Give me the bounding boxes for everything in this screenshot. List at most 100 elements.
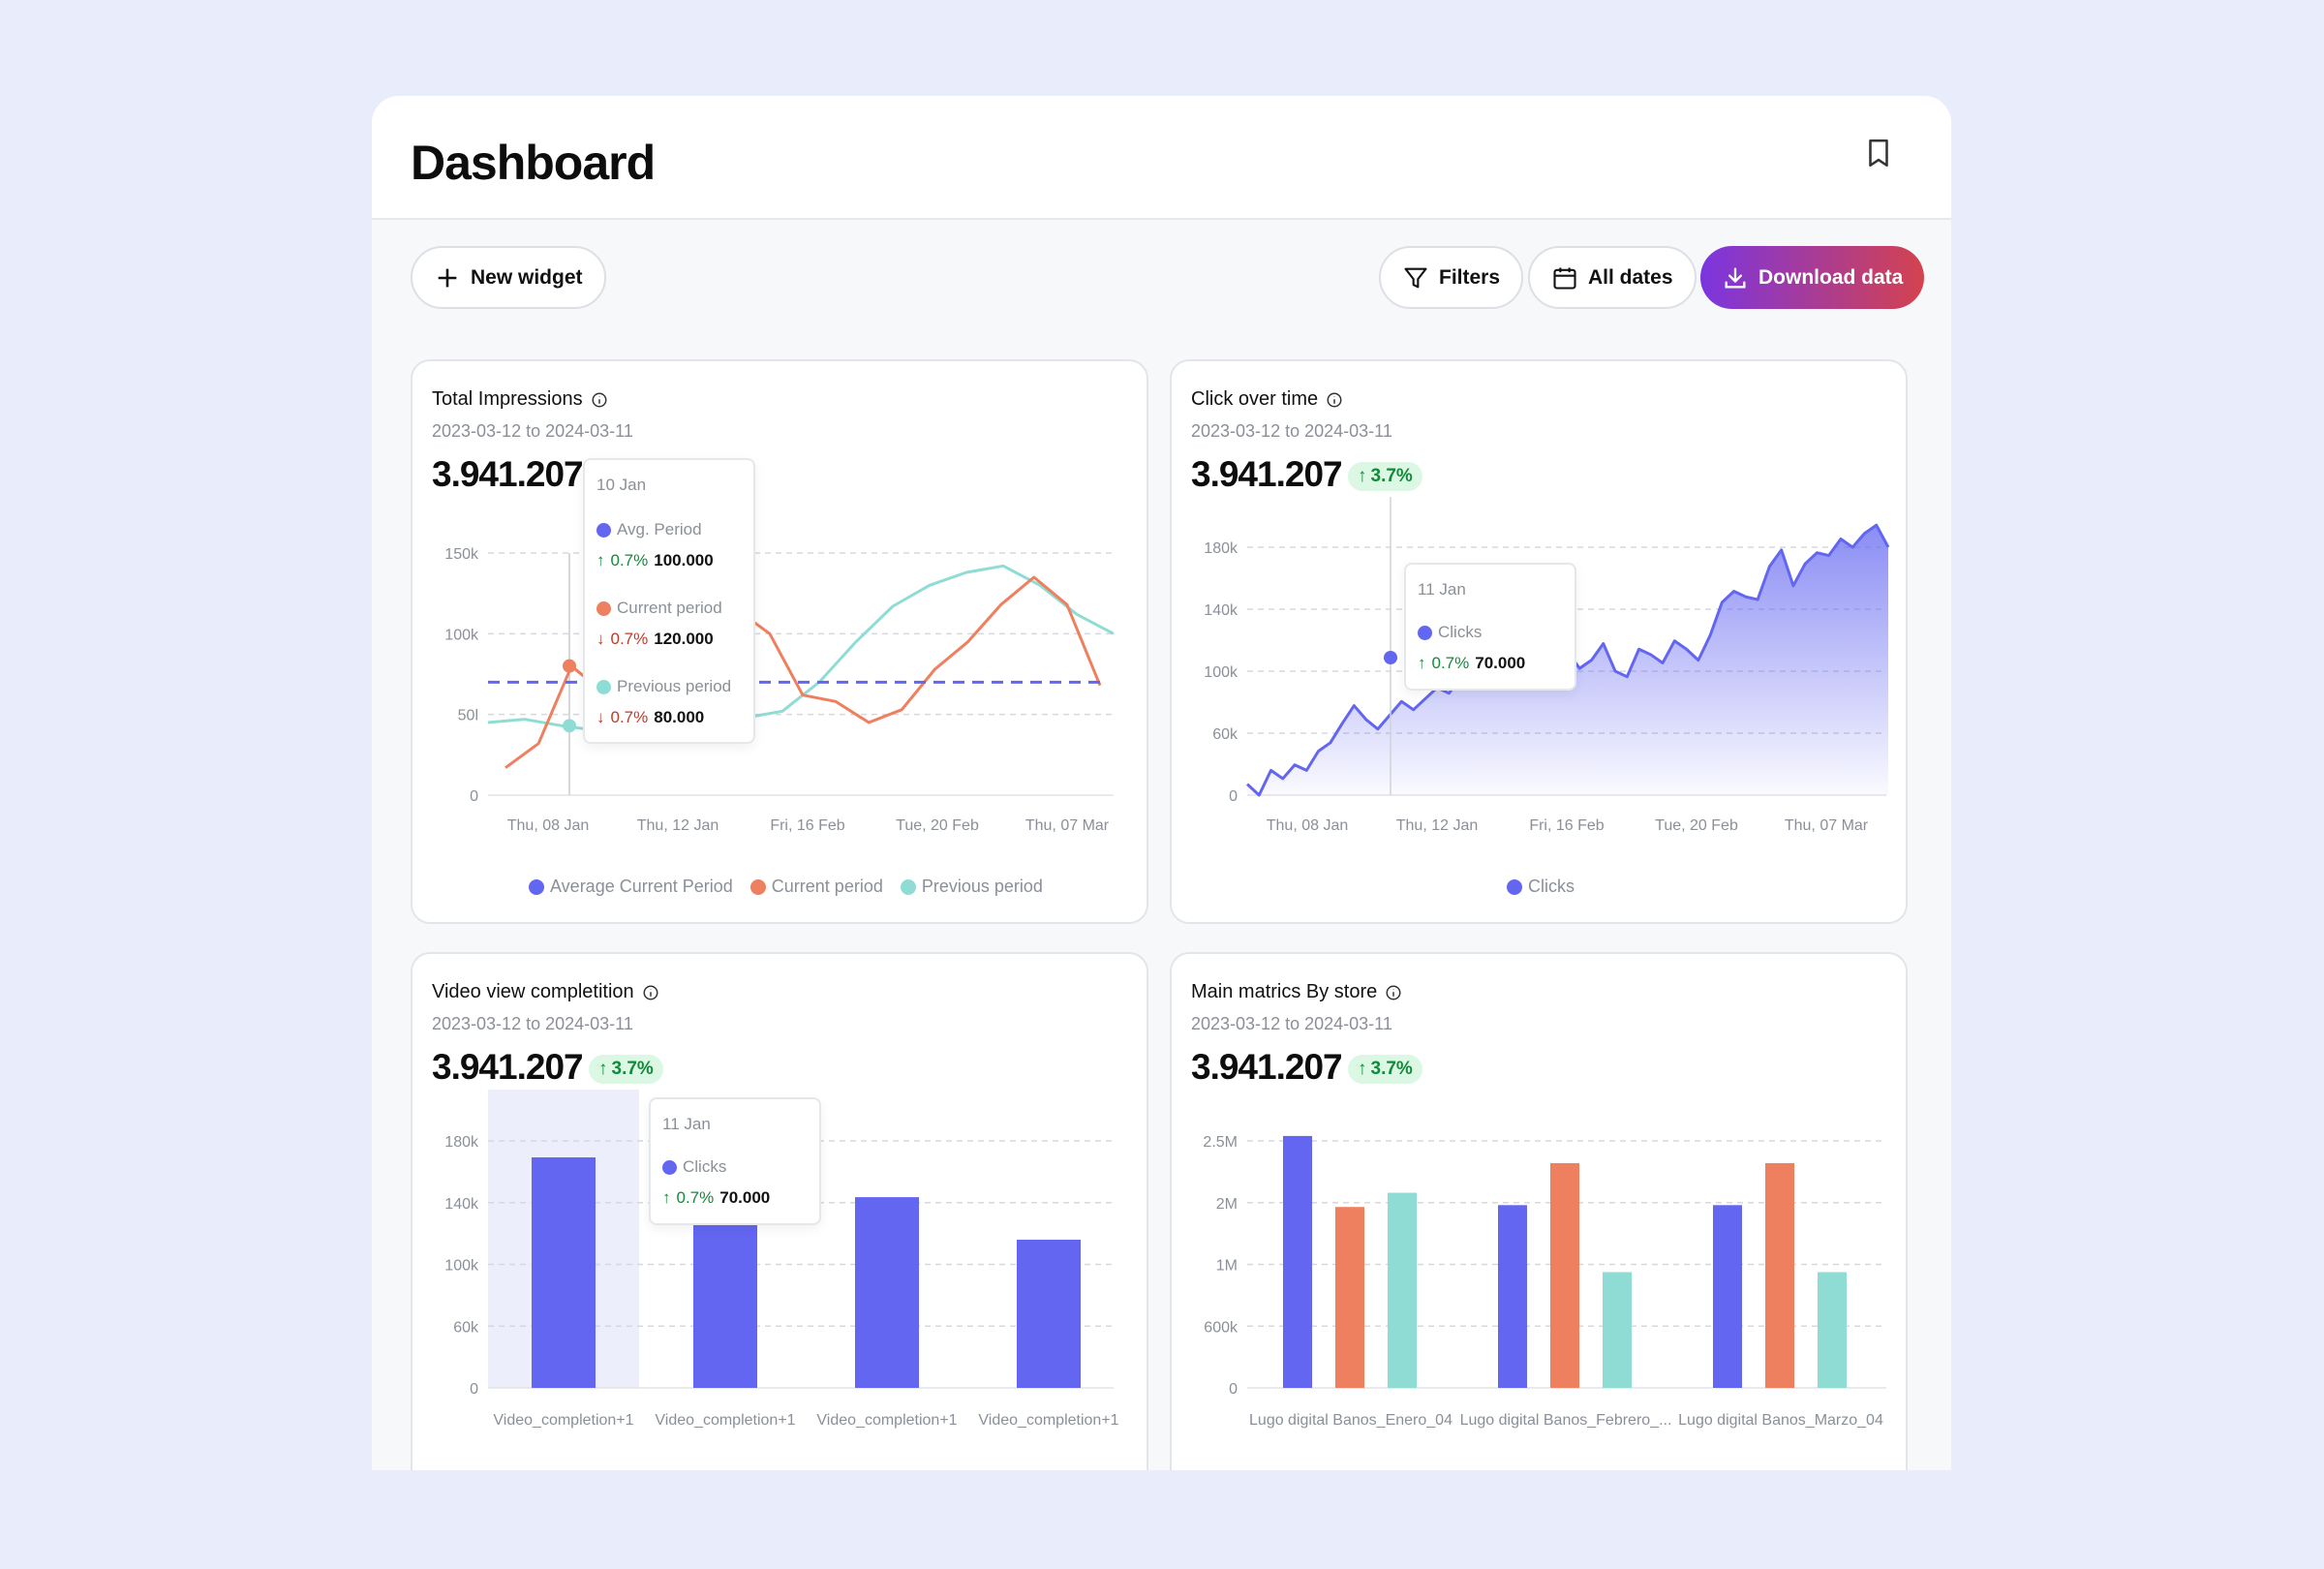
y-tick-label: 60k xyxy=(1212,726,1238,743)
y-tick-label: 50l xyxy=(458,708,478,724)
growth-badge: ↑ 3.7% xyxy=(1348,1055,1422,1084)
legend-dot xyxy=(596,679,611,694)
calendar-icon xyxy=(1553,267,1576,290)
tooltip-pct: 0.7% xyxy=(610,630,649,648)
legend-dot xyxy=(596,522,611,538)
new-widget-button[interactable]: New widget xyxy=(411,246,606,309)
header-bar: Dashboard xyxy=(372,96,1951,220)
x-tick-label: Thu, 12 Jan xyxy=(1396,817,1479,834)
bar xyxy=(532,1157,596,1388)
hover-point-current xyxy=(563,659,576,673)
legend-item: Average Current Period xyxy=(529,877,733,897)
total-value: 3.941.207 xyxy=(1191,1047,1343,1087)
bar xyxy=(1335,1207,1364,1388)
info-icon[interactable] xyxy=(1385,984,1402,1001)
legend-label: Clicks xyxy=(1528,877,1575,896)
y-tick-label: 0 xyxy=(1229,1381,1238,1398)
y-tick-label: 60k xyxy=(453,1319,479,1336)
tooltip-value: 120.000 xyxy=(654,630,714,648)
tooltip-label: Avg. Period xyxy=(617,520,702,538)
y-tick-label: 100k xyxy=(1204,664,1238,681)
x-tick-label: Video_completion+1 xyxy=(978,1412,1118,1429)
bar xyxy=(1017,1240,1081,1388)
x-tick-label: Lugo digital Banos_Febrero_... xyxy=(1460,1412,1672,1429)
info-icon[interactable] xyxy=(591,391,608,409)
filters-label: Filters xyxy=(1439,265,1501,289)
chart-tooltip: 10 Jan Avg. Period ↑ 0.7% 100.000 Current … xyxy=(583,458,755,744)
info-icon[interactable] xyxy=(1326,391,1343,409)
impressions-line-chart: 150k 100k 50l 0 Thu, 08 Jan Thu, 12 Jan Fri, 1… xyxy=(444,546,1115,834)
tooltip-row-label: Current period xyxy=(596,599,722,618)
x-tick-label: Lugo digital Banos_Marzo_04 xyxy=(1678,1412,1883,1429)
bar xyxy=(855,1197,919,1388)
legend-item: Previous period xyxy=(900,877,1043,897)
total-impressions-widget: Total Impressions 2023-03-12 to 2024-03-… xyxy=(411,359,1148,924)
y-tick-label: 100k xyxy=(444,1258,479,1275)
y-tick-label: 600k xyxy=(1204,1319,1238,1336)
arrow-up-icon: ↑ xyxy=(662,1188,671,1207)
bar xyxy=(1818,1272,1847,1388)
total-value: 3.941.207 xyxy=(432,454,584,494)
widget-title: Main matrics By store xyxy=(1191,981,1402,1003)
legend-item: Current period xyxy=(749,877,883,897)
legend-dot xyxy=(596,600,611,616)
all-dates-label: All dates xyxy=(1588,265,1673,289)
all-dates-button[interactable]: All dates xyxy=(1528,246,1697,309)
page-title: Dashboard xyxy=(411,136,656,190)
tooltip-row-value: ↑ 0.7% 100.000 xyxy=(596,551,714,570)
click-over-time-widget: Click over time 2023-03-12 to 2024-03-11… xyxy=(1170,359,1908,924)
arrow-down-icon: ↓ xyxy=(596,708,605,726)
tooltip-row-label: Previous period xyxy=(596,677,731,696)
y-tick-label: 2M xyxy=(1216,1196,1238,1213)
chart-legend: Clicks xyxy=(1507,877,1575,897)
legend-dot xyxy=(1507,878,1522,895)
widget-title-label: Main matrics By store xyxy=(1191,981,1378,1002)
download-data-label: Download data xyxy=(1758,265,1904,289)
date-range: 2023-03-12 to 2024-03-11 xyxy=(1191,421,1392,441)
date-range: 2023-03-12 to 2024-03-11 xyxy=(1191,1014,1392,1033)
tooltip-date: 10 Jan xyxy=(596,476,647,494)
filters-button[interactable]: Filters xyxy=(1379,246,1524,309)
tooltip-label: Previous period xyxy=(617,677,732,695)
y-tick-label: 140k xyxy=(444,1196,479,1213)
tooltip-pct: 0.7% xyxy=(676,1188,715,1207)
tooltip-pct: 0.7% xyxy=(610,551,649,569)
y-tick-label: 2.5M xyxy=(1203,1134,1238,1151)
tooltip-value: 80.000 xyxy=(654,708,705,726)
bookmark-icon[interactable] xyxy=(1862,137,1895,169)
arrow-up-icon: ↑ xyxy=(1358,466,1367,486)
chart-tooltip: 11 Jan Clicks ↑ 0.7% 70.000 xyxy=(649,1097,821,1225)
legend-label: Previous period xyxy=(921,877,1043,896)
widget-title: Total Impressions xyxy=(432,388,608,411)
tooltip-pct: 0.7% xyxy=(1431,654,1470,672)
bar xyxy=(1765,1162,1794,1388)
growth-badge: ↑ 3.7% xyxy=(1348,462,1422,491)
y-tick-label: 1M xyxy=(1216,1258,1238,1275)
widget-title-label: Video view completition xyxy=(432,981,634,1002)
legend-dot xyxy=(900,878,916,895)
tooltip-row-value: ↓ 0.7% 120.000 xyxy=(596,630,714,649)
legend-label: Average Current Period xyxy=(550,877,733,896)
chart-legend: Average Current Period Current period Pr… xyxy=(529,877,1043,897)
x-tick-label: Tue, 20 Feb xyxy=(896,817,979,834)
x-tick-label: Thu, 07 Mar xyxy=(1025,817,1110,834)
x-tick-label: Thu, 08 Jan xyxy=(507,817,590,834)
bar xyxy=(1388,1192,1417,1388)
y-tick-label: 0 xyxy=(470,788,478,805)
arrow-up-icon: ↑ xyxy=(1418,654,1426,672)
tooltip-value: 100.000 xyxy=(654,551,714,569)
date-range: 2023-03-12 to 2024-03-11 xyxy=(432,1014,633,1033)
tooltip-row-label: Clicks xyxy=(662,1157,726,1177)
info-icon[interactable] xyxy=(642,984,659,1001)
legend-dot xyxy=(529,878,544,895)
badge-label: 3.7% xyxy=(611,1059,654,1079)
chart-tooltip: 11 Jan Clicks ↑ 0.7% 70.000 xyxy=(1404,563,1576,691)
x-tick-label: Video_completion+1 xyxy=(816,1412,957,1429)
bar xyxy=(1713,1205,1742,1388)
widget-title: Video view completition xyxy=(432,981,659,1003)
dashboard-panel: Dashboard New widget Filters All dates D… xyxy=(372,96,1951,1470)
download-data-button[interactable]: Download data xyxy=(1700,246,1925,309)
hover-point-previous xyxy=(563,719,576,733)
y-tick-label: 150k xyxy=(444,546,479,563)
x-tick-label: Fri, 16 Feb xyxy=(1529,817,1604,834)
